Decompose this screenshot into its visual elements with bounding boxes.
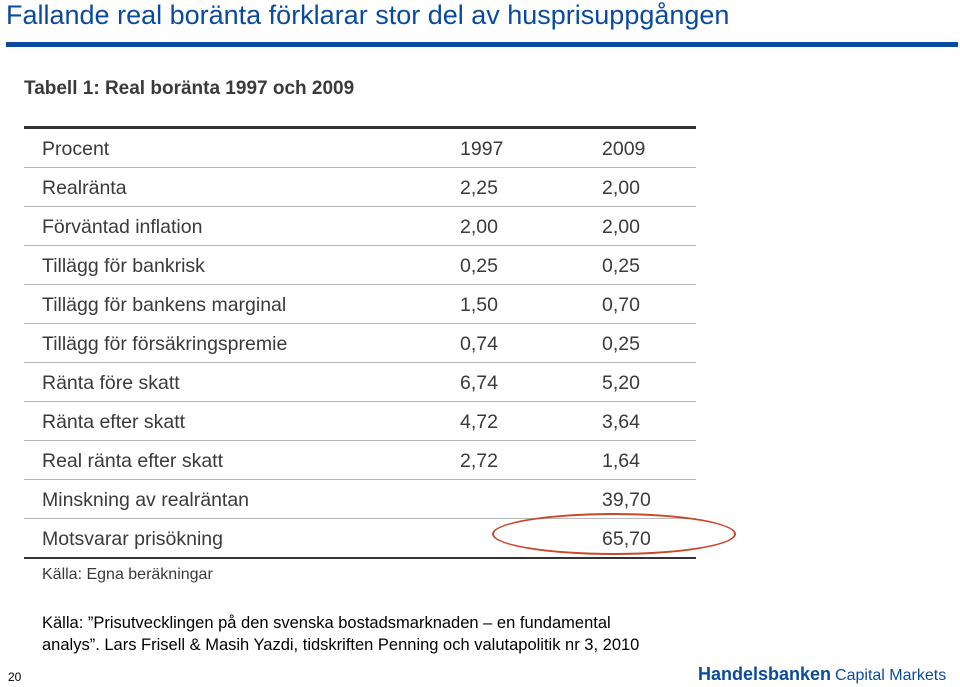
title-rule xyxy=(6,42,958,47)
value-1997: 0,74 xyxy=(460,333,498,355)
value-1997: 0,25 xyxy=(460,255,498,277)
slide-title: Fallande real boränta förklarar stor del… xyxy=(6,0,730,30)
value-1997: 2,25 xyxy=(460,177,498,199)
page-number: 20 xyxy=(8,670,22,684)
handelsbanken-logo: Handelsbanken Capital Markets xyxy=(698,664,946,685)
row-label: Tillägg för bankrisk xyxy=(42,255,205,277)
table-row: Tillägg för bankrisk 0,25 0,25 xyxy=(24,246,696,285)
interest-rate-table: Procent 1997 2009 Realränta 2,25 2,00 Fö… xyxy=(24,126,696,559)
value-2009: 0,70 xyxy=(602,294,640,316)
value-1997: 1,50 xyxy=(460,294,498,316)
row-label: Tillägg för bankens marginal xyxy=(42,294,287,316)
highlight-ellipse xyxy=(492,513,736,555)
table-row: Realränta 2,25 2,00 xyxy=(24,168,696,207)
source-line-2: analys”. Lars Frisell & Masih Yazdi, tid… xyxy=(42,636,640,654)
value-2009: 0,25 xyxy=(602,333,640,355)
row-label: Förväntad inflation xyxy=(42,216,203,238)
table-row: Tillägg för bankens marginal 1,50 0,70 xyxy=(24,285,696,324)
value-2009: 39,70 xyxy=(602,489,651,511)
table-row: Ränta efter skatt 4,72 3,64 xyxy=(24,402,696,441)
table-header-row: Procent 1997 2009 xyxy=(24,129,696,168)
value-2009: 3,64 xyxy=(602,411,640,433)
row-label: Realränta xyxy=(42,177,127,199)
value-2009: 1,64 xyxy=(602,450,640,472)
source-citation: Källa: ”Prisutvecklingen på den svenska … xyxy=(42,612,762,656)
column-header-label: Procent xyxy=(42,138,110,160)
row-label: Ränta före skatt xyxy=(42,372,180,394)
value-1997: 2,00 xyxy=(460,216,498,238)
table-heading: Tabell 1: Real boränta 1997 och 2009 xyxy=(24,78,355,99)
value-2009: 0,25 xyxy=(602,255,640,277)
table-source-note: Källa: Egna beräkningar xyxy=(42,566,213,583)
table-row: Förväntad inflation 2,00 2,00 xyxy=(24,207,696,246)
row-label: Real ränta efter skatt xyxy=(42,450,224,472)
row-label: Motsvarar prisökning xyxy=(42,528,223,550)
value-2009: 2,00 xyxy=(602,177,640,199)
source-line-1: Källa: ”Prisutvecklingen på den svenska … xyxy=(42,614,611,632)
row-label: Ränta efter skatt xyxy=(42,411,186,433)
table-row: Minskning av realräntan 39,70 xyxy=(24,480,696,519)
table-top-rule xyxy=(24,126,696,129)
value-2009: 2,00 xyxy=(602,216,640,238)
logo-brand: Handelsbanken xyxy=(698,664,832,684)
table-row: Ränta före skatt 6,74 5,20 xyxy=(24,363,696,402)
row-label: Minskning av realräntan xyxy=(42,489,250,511)
value-1997: 2,72 xyxy=(460,450,498,472)
value-2009: 5,20 xyxy=(602,372,640,394)
row-label: Tillägg för försäkringspremie xyxy=(42,333,288,355)
logo-suffix: Capital Markets xyxy=(835,667,947,684)
value-1997: 4,72 xyxy=(460,411,498,433)
column-header-1997: 1997 xyxy=(460,138,504,160)
table-row: Tillägg för försäkringspremie 0,74 0,25 xyxy=(24,324,696,363)
table-row: Real ränta efter skatt 2,72 1,64 xyxy=(24,441,696,480)
value-1997: 6,74 xyxy=(460,372,498,394)
column-header-2009: 2009 xyxy=(602,138,646,160)
